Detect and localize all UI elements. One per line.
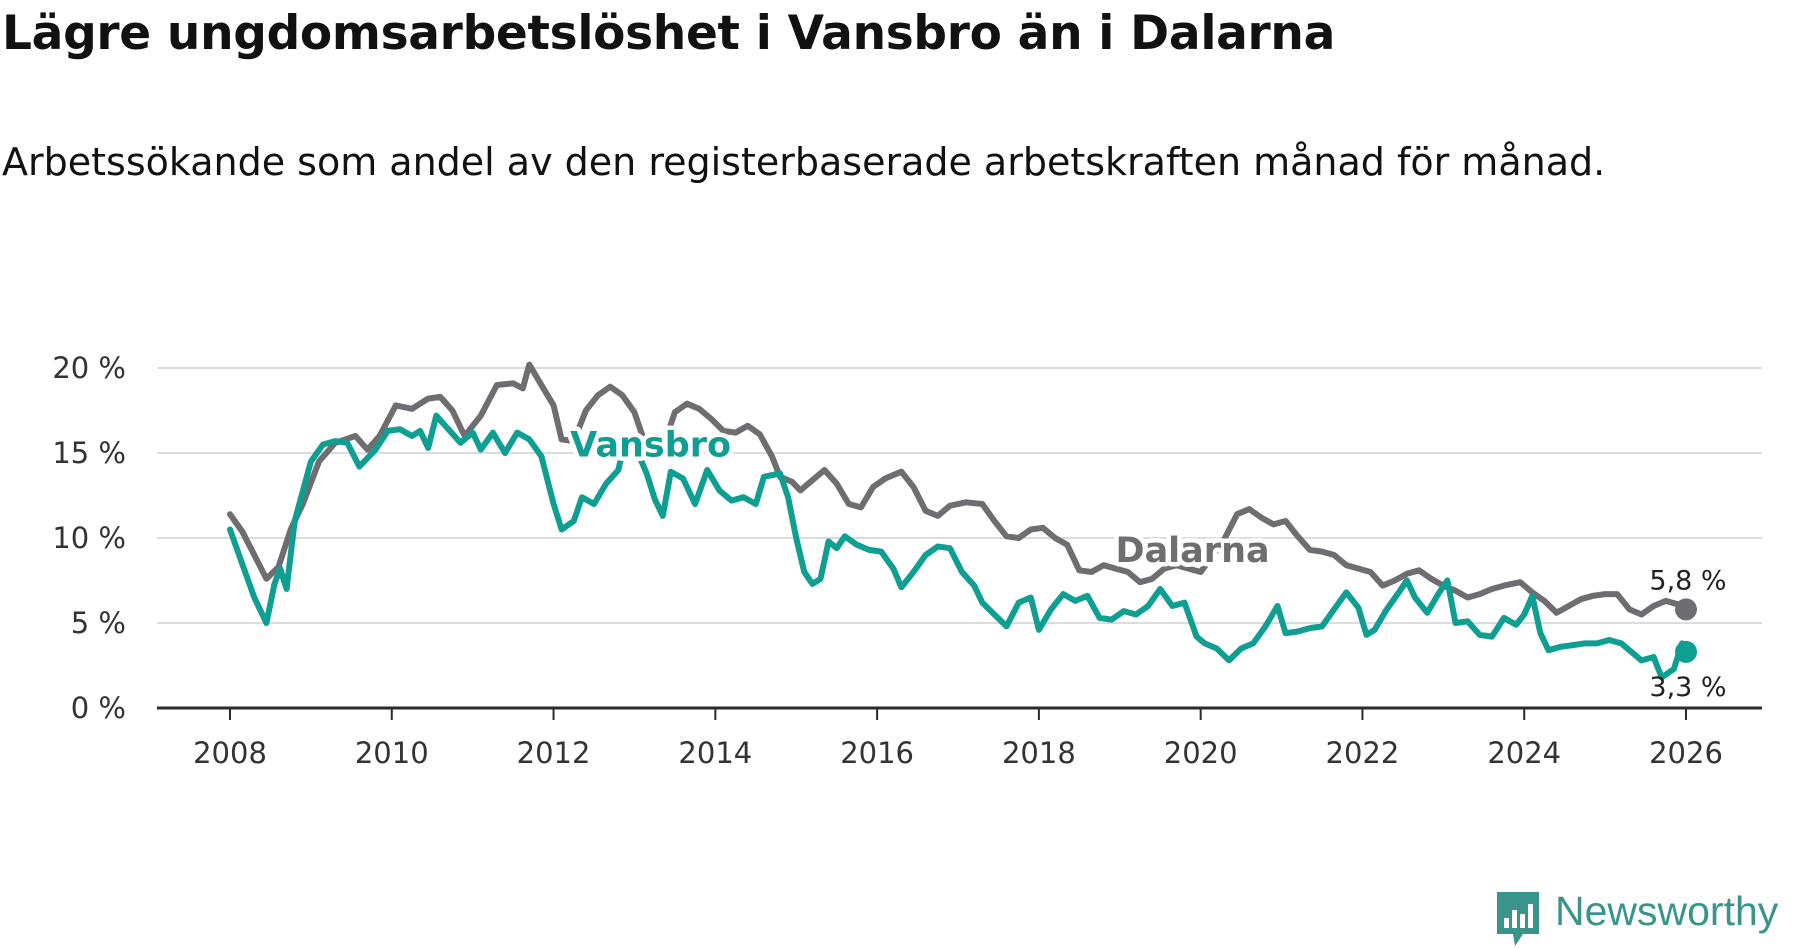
x-tick-label: 2008 <box>193 736 267 770</box>
series-lines <box>227 361 1697 681</box>
x-tick-label: 2024 <box>1487 736 1561 770</box>
end-point-dalarna <box>1675 598 1697 621</box>
x-tick-label: 2016 <box>840 736 914 770</box>
chart-title: Lägre ungdomsarbetslöshet i Vansbro än i… <box>2 6 1335 61</box>
series-line-vansbro <box>227 412 1689 681</box>
y-tick-label: 5 % <box>71 606 126 640</box>
series-label-dalarna: Dalarna <box>1116 531 1270 571</box>
x-tick-label: 2018 <box>1002 736 1076 770</box>
x-tick-label: 2014 <box>678 736 752 770</box>
line-chart: 0 %5 %10 %15 %20 % 2008 2010 2012 2014 2016 2… <box>52 351 1762 770</box>
y-axis-ticks: 0 % 5 % 10 % 15 % 20 % <box>52 351 126 725</box>
y-tick-label: 15 % <box>52 436 126 470</box>
newsworthy-logo-text: Newsworthy <box>1555 888 1779 934</box>
x-tick-label: 2012 <box>517 736 591 770</box>
y-tick-label: 20 % <box>52 351 126 385</box>
chart-subtitle: Arbetssökande som andel av den registerb… <box>2 140 1606 184</box>
end-value-label-dalarna: 5,8 % <box>1649 565 1726 596</box>
x-tick-label: 2010 <box>355 736 429 770</box>
x-tick-label: 2022 <box>1326 736 1400 770</box>
end-point-vansbro <box>1675 640 1697 663</box>
x-axis: 2008 2010 2012 2014 2016 2018 2020 2022 2024 2026 <box>157 706 1762 770</box>
y-tick-label: 10 % <box>52 521 126 555</box>
end-value-label-vansbro: 3,3 % <box>1649 672 1726 703</box>
x-tick-label: 2020 <box>1164 736 1238 770</box>
newsworthy-logo-icon <box>1497 892 1539 946</box>
series-label-vansbro: Vansbro <box>570 425 731 465</box>
x-tick-label: 2026 <box>1649 736 1723 770</box>
newsworthy-logo: Newsworthy <box>1493 888 1783 948</box>
series-line-dalarna <box>227 361 1689 618</box>
series-labels: Dalarna 5,8 % Vansbro 3,3 % <box>566 421 1727 703</box>
grid-lines <box>157 367 1762 624</box>
y-tick-label: 0 % <box>71 691 126 725</box>
